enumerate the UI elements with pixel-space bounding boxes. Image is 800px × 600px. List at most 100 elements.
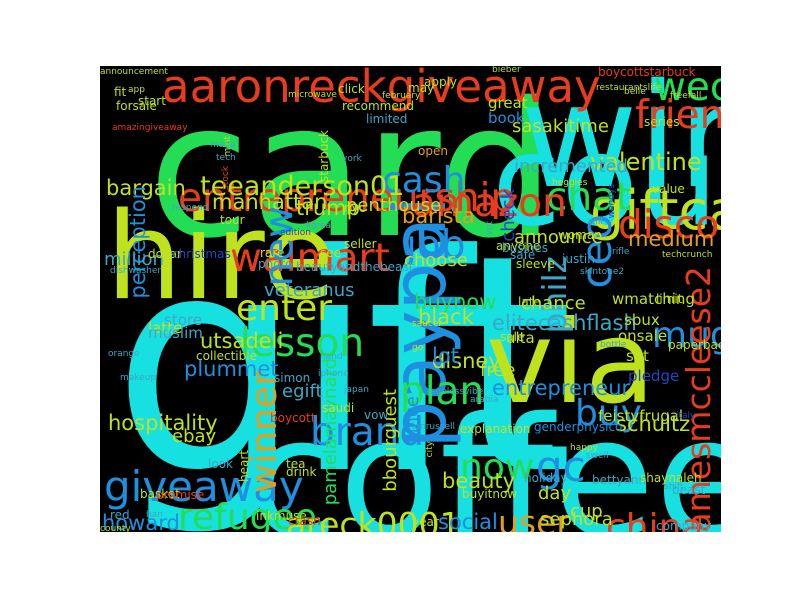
- word-lot: lot: [432, 344, 459, 368]
- word-beautyandthebeast: beautyandthebeast: [296, 260, 414, 274]
- word-busines: busines: [502, 241, 549, 255]
- word-york: york: [342, 154, 362, 164]
- word-incremented: incremented: [514, 156, 628, 177]
- word-nyc: nyc: [344, 201, 366, 215]
- word-free: free: [480, 360, 516, 381]
- word-freefall: freefall: [670, 91, 702, 101]
- word-check: check: [498, 189, 519, 242]
- word-maga: maga: [210, 140, 236, 150]
- word-aaronreckgiveaway: aaronreckgiveaway: [162, 66, 601, 113]
- word-paperback: paperback: [668, 338, 721, 352]
- word-series: series: [644, 115, 680, 129]
- word-pledge: pledge: [628, 367, 680, 385]
- word-announce: announce: [514, 227, 603, 248]
- word-seller: seller: [344, 237, 377, 251]
- word-app: app: [128, 85, 145, 95]
- word-heart: heart: [237, 450, 251, 482]
- word-winner: winner: [244, 371, 285, 494]
- word-arabia: arabia: [470, 395, 499, 405]
- word-via: via: [486, 296, 655, 429]
- word-anyone: anyone: [496, 239, 541, 253]
- word-iphone: iphone: [318, 369, 349, 379]
- word-schultz: schultz: [616, 412, 691, 436]
- word-open: open: [418, 144, 448, 158]
- word-vet: vet: [485, 221, 495, 236]
- word-drink: drink: [286, 465, 317, 479]
- word-book: book: [488, 109, 525, 127]
- word-inkmuse: inkmuse: [256, 509, 307, 523]
- word-rifle: rifle: [612, 247, 630, 257]
- word-bieber: bieber: [492, 66, 521, 75]
- word-tour: tour: [220, 213, 245, 227]
- word-hospitality: hospitality: [108, 411, 218, 435]
- word-apply: apply: [424, 75, 458, 89]
- word-walmart: walmart: [230, 236, 390, 281]
- word-county: county: [100, 524, 131, 533]
- word-feistyfrugal: feistyfrugal: [598, 407, 684, 425]
- word-limited: limited: [366, 112, 408, 126]
- word-korea: korea: [306, 221, 331, 231]
- word-wechat: wechat: [654, 66, 721, 110]
- word-beast: beast: [672, 483, 706, 497]
- word-promise: promise: [156, 488, 205, 502]
- word-fit: fit: [114, 85, 127, 99]
- word-areck0001: areck0001: [286, 505, 461, 532]
- word-coupon: coupon: [492, 107, 721, 254]
- word-egift: egift: [282, 381, 323, 402]
- word-cloud: giftcardcoffeewincouponhireviapaypalgift…: [100, 66, 721, 532]
- word-job: job: [406, 223, 466, 268]
- word-gc: gc: [536, 442, 586, 491]
- word-click: click: [338, 82, 365, 96]
- word-wendys: wendys: [607, 184, 617, 219]
- word-woman: woman: [558, 228, 602, 242]
- word-manhattan: manhattan: [212, 190, 328, 214]
- word-photo: photo: [258, 257, 293, 271]
- word-brand: brand: [310, 410, 425, 455]
- word-beauty: beauty: [442, 469, 516, 493]
- word-justin: justin: [562, 252, 595, 266]
- word-elitecashflash: elitecashflash: [492, 311, 637, 335]
- word-respond: respond: [172, 203, 209, 213]
- word-starbuck: starbuck: [317, 130, 331, 183]
- word-holiday: holiday: [524, 471, 568, 485]
- word-plummet: plummet: [184, 357, 279, 381]
- word-black: black: [418, 305, 474, 329]
- word-lesson: lesson: [240, 321, 365, 366]
- word-penthouse: penthouse: [346, 195, 442, 216]
- word-china: china: [606, 507, 704, 533]
- word-discount: discount: [618, 203, 721, 248]
- word-sbux: sbux: [624, 311, 660, 329]
- word-onsale: onsale: [618, 327, 668, 345]
- word-red: red: [110, 508, 130, 522]
- word-muslim: muslim: [148, 324, 203, 342]
- word-swell: swell: [586, 451, 609, 461]
- word-refugee: refugee: [178, 497, 317, 533]
- word-bbourguest: bbourguest: [380, 389, 401, 492]
- word-heggies: heggies: [552, 178, 588, 188]
- word-techcrunch: techcrunch: [662, 250, 713, 260]
- word-great: great: [488, 94, 528, 112]
- word-day: day: [538, 483, 572, 504]
- word-wmatching: wmatching: [612, 290, 695, 308]
- word-trump: trump: [296, 196, 360, 220]
- word-japan: japan: [344, 385, 369, 395]
- word-buyitnow: buyitnow: [462, 487, 518, 501]
- word-will: will: [588, 217, 603, 227]
- word-boycottstarbuck: boycottstarbuck: [598, 66, 696, 79]
- word-skintone2: skintone2: [580, 267, 625, 277]
- word-genderphysico: genderphysico: [534, 420, 623, 434]
- word-bargain: bargain: [106, 176, 186, 200]
- word-sasakitime: sasakitime: [512, 116, 609, 137]
- word-giveaway: giveaway: [104, 462, 304, 511]
- word-happy: happy: [570, 443, 598, 453]
- word-disney: disney: [432, 349, 501, 373]
- word-orange: orange: [108, 349, 140, 359]
- word-buynow: buynow: [414, 290, 497, 314]
- word-ebay: ebay: [172, 426, 217, 447]
- word-collectible: collectible: [196, 349, 257, 363]
- word-rare: rare: [260, 246, 285, 260]
- word-bottle: bottle: [600, 340, 627, 350]
- word-ban: ban: [146, 510, 163, 520]
- word-simon: simon: [274, 371, 311, 385]
